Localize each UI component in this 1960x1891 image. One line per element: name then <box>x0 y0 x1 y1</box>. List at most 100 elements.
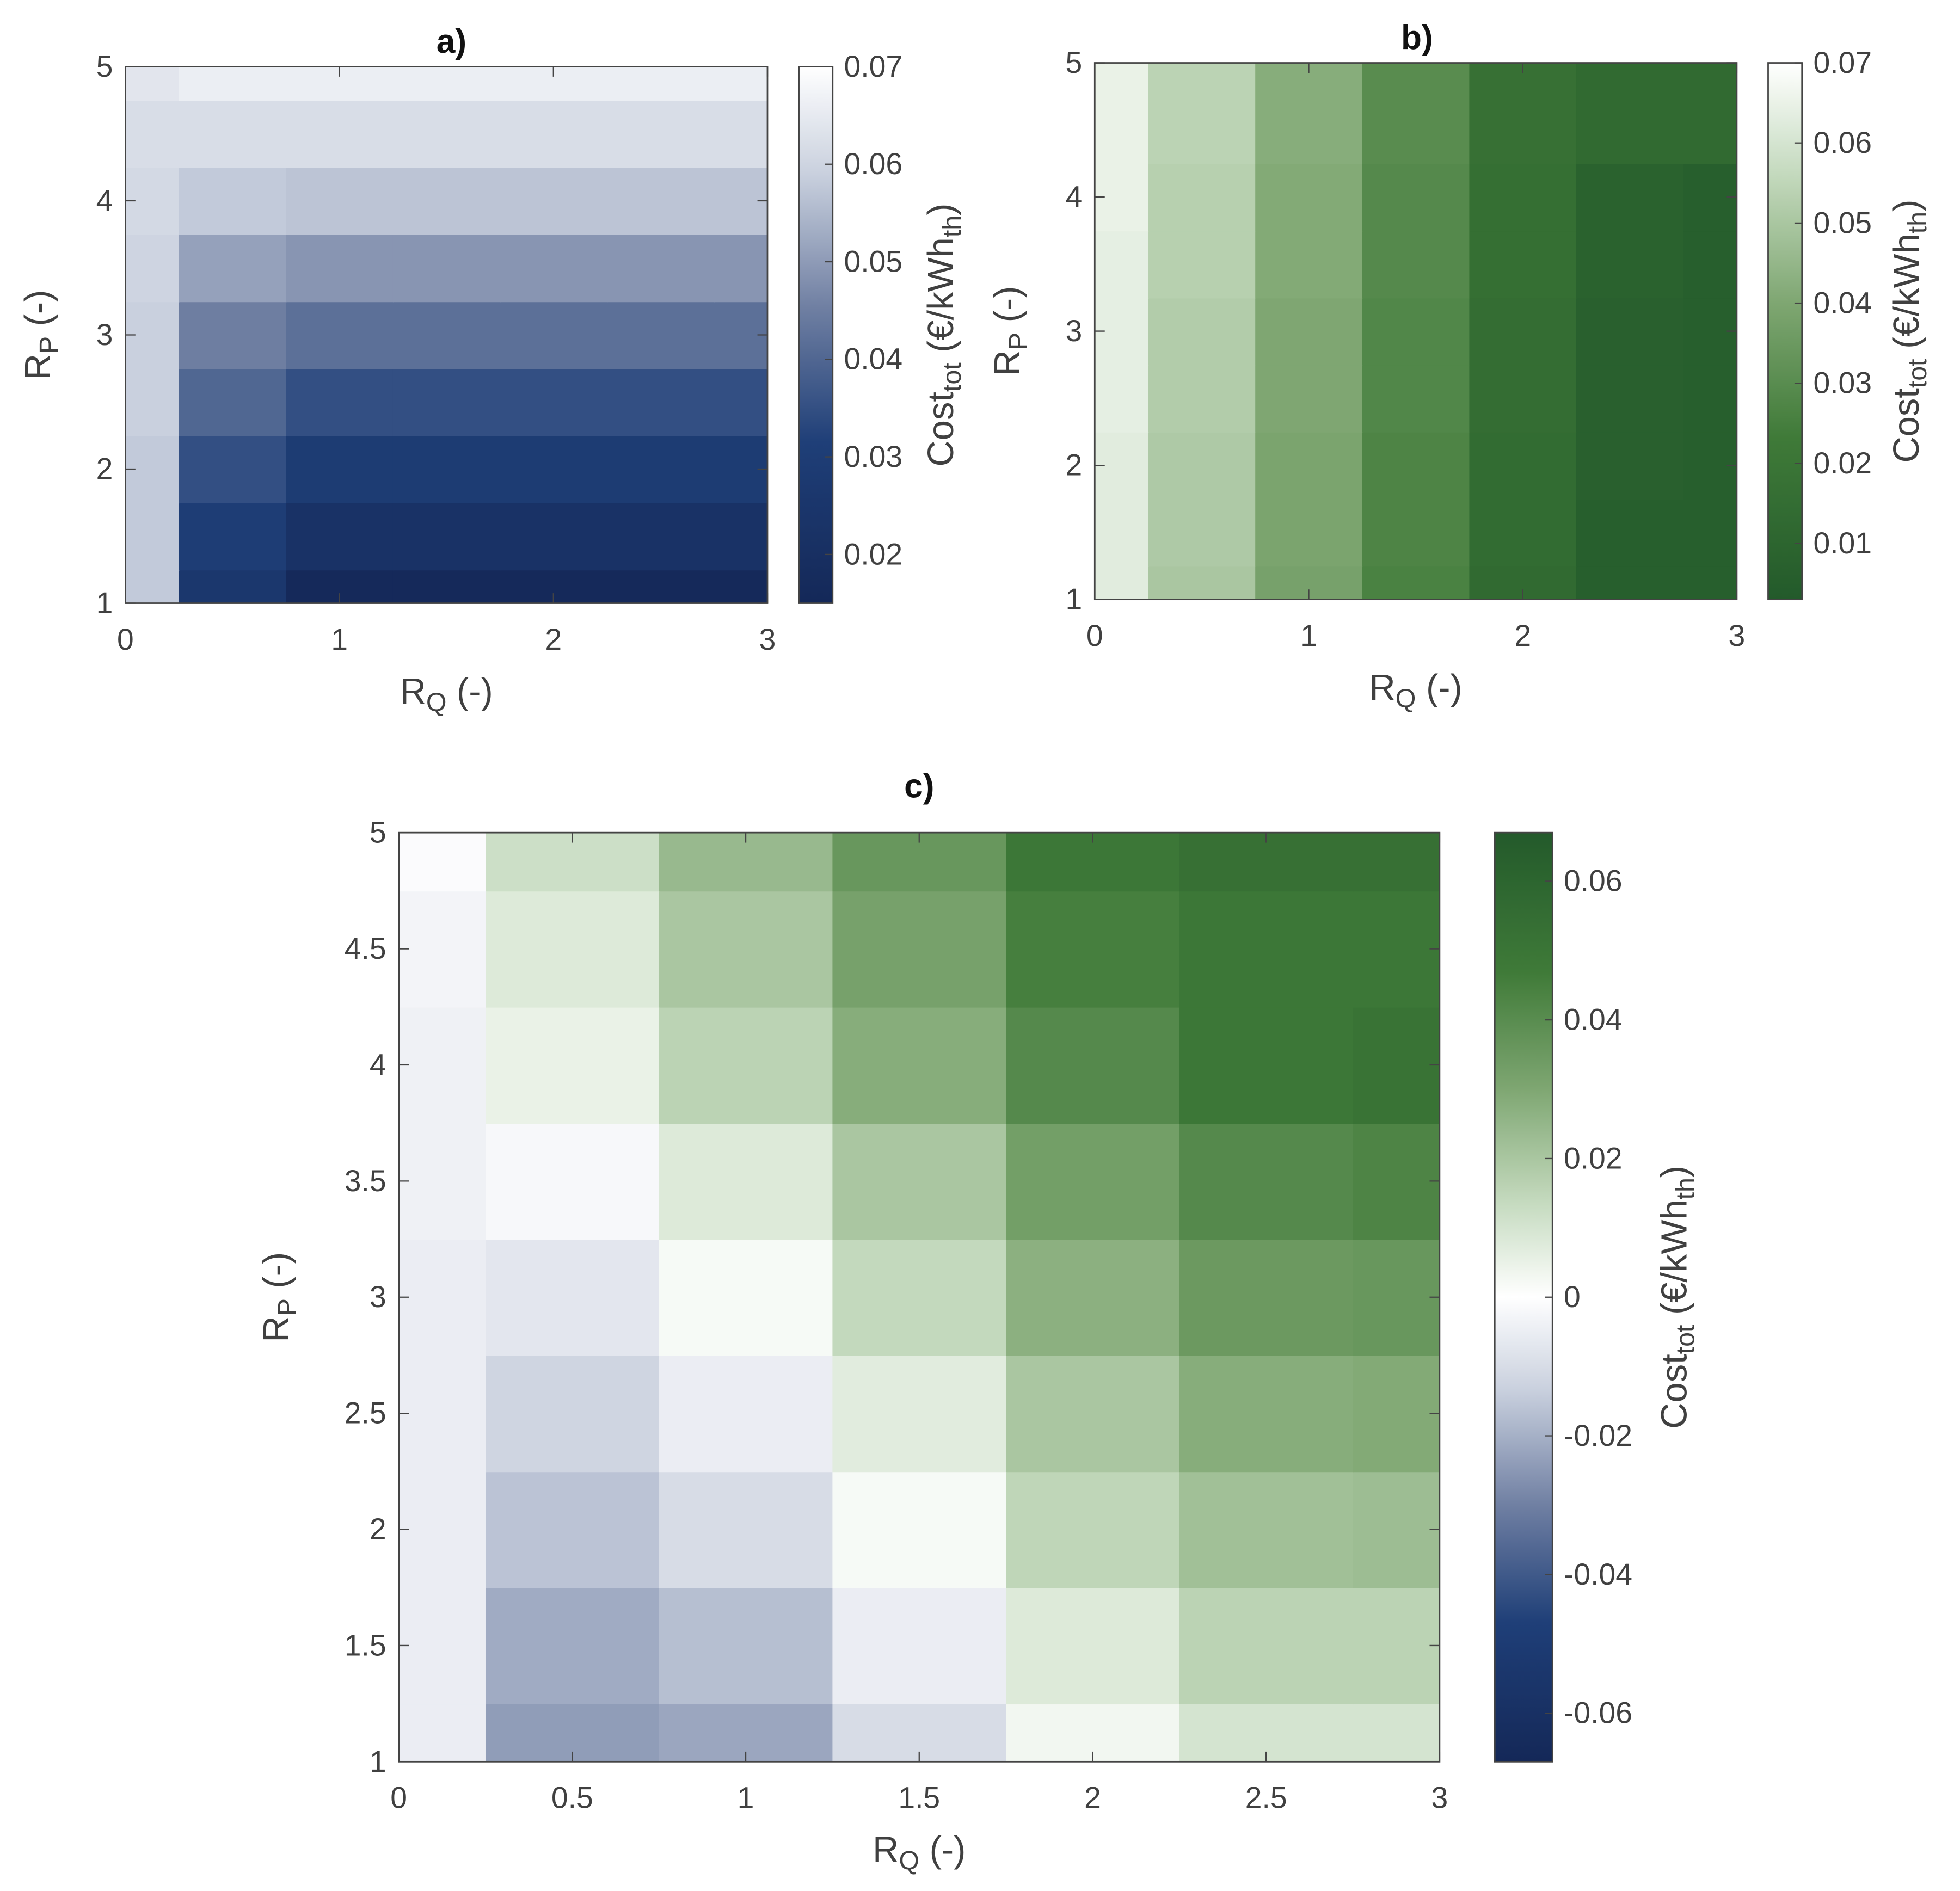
cell <box>1353 833 1440 892</box>
x-tick-label: 0 <box>117 623 134 656</box>
colorbar-tick-label: 0.06 <box>844 147 903 181</box>
colorbar-tick-label: 0.07 <box>844 50 903 83</box>
colorbar-label-part: th <box>1671 1178 1700 1199</box>
cell <box>500 435 608 504</box>
cell <box>1148 565 1256 600</box>
cell <box>1576 297 1684 366</box>
colorbar-tick-label: 0.02 <box>1564 1141 1623 1175</box>
cell <box>659 1123 833 1240</box>
cell <box>1179 1587 1354 1705</box>
cell <box>179 234 287 303</box>
cell <box>714 502 767 571</box>
cell <box>1576 365 1684 433</box>
cell <box>485 1007 660 1124</box>
colorbar <box>1494 831 1553 1763</box>
cell <box>659 1471 833 1588</box>
cell <box>1683 230 1737 299</box>
cell <box>1576 230 1684 299</box>
colorbar-tick-label: 0 <box>1564 1280 1581 1314</box>
cell <box>179 167 287 235</box>
colorbar-tick-label: 0.02 <box>1813 446 1872 480</box>
colorbar-tick-label: 0.06 <box>1564 864 1623 898</box>
cell <box>607 435 715 504</box>
x-tick-label: 0.5 <box>551 1781 593 1815</box>
colorbar-label-part: tot <box>1671 1325 1700 1354</box>
cell <box>714 569 767 603</box>
cell <box>607 234 715 303</box>
cell <box>125 368 180 436</box>
cell <box>832 1239 1007 1356</box>
cell <box>398 1239 487 1356</box>
cell <box>714 368 767 436</box>
cell <box>500 368 608 436</box>
y-axis-label-part: P <box>1004 332 1033 350</box>
y-tick-label: 3 <box>1066 314 1083 348</box>
x-tick-label: 1 <box>738 1781 754 1815</box>
x-axis-label: RQ (-) <box>400 672 493 717</box>
cell <box>1469 432 1577 500</box>
cell <box>832 1587 1007 1705</box>
cell <box>1362 163 1470 232</box>
colorbar <box>798 66 834 604</box>
colorbar-tick-label: 0.05 <box>1813 206 1872 239</box>
cell <box>607 368 715 436</box>
cell <box>659 1007 833 1124</box>
cell <box>607 167 715 235</box>
cell <box>1179 1007 1354 1124</box>
y-tick-label: 4 <box>1066 180 1083 214</box>
cell <box>1148 96 1256 164</box>
colorbar <box>1767 62 1803 601</box>
cell <box>607 301 715 369</box>
cell <box>1469 163 1577 232</box>
cell <box>1353 1355 1440 1473</box>
cell <box>1353 1587 1440 1705</box>
cell <box>1006 1007 1181 1124</box>
x-axis-label-part: Q <box>1396 684 1416 713</box>
y-axis-label-part: (-) <box>256 1252 297 1298</box>
cell <box>1095 96 1149 164</box>
x-tick-label: 2 <box>1084 1781 1101 1815</box>
cell <box>179 66 287 101</box>
panel-title: a) <box>437 23 466 60</box>
cell <box>485 1355 660 1473</box>
cell <box>1006 1123 1181 1240</box>
cell <box>286 368 394 436</box>
cell <box>1683 63 1737 97</box>
cell <box>1362 96 1470 164</box>
cell <box>1179 1239 1354 1356</box>
x-tick-label: 2 <box>1514 619 1531 652</box>
cell <box>1362 432 1470 500</box>
cell <box>398 1471 487 1588</box>
cell <box>1353 1471 1440 1588</box>
cell <box>832 1007 1007 1124</box>
cell <box>1006 890 1181 1008</box>
colorbar-tick-label: 0.02 <box>844 537 903 571</box>
colorbar-label-part: (€/kWh <box>1655 1199 1695 1325</box>
y-tick-label: 4.5 <box>345 932 386 965</box>
x-axis-label: RQ (-) <box>1369 668 1463 713</box>
cell <box>607 502 715 571</box>
y-axis-label-part: R <box>256 1316 297 1342</box>
cell <box>1179 1123 1354 1240</box>
cell <box>659 1355 833 1473</box>
y-tick-label: 1 <box>1066 582 1083 616</box>
cell <box>1148 63 1256 97</box>
cells <box>1095 63 1737 600</box>
x-axis-label-part: (-) <box>1416 668 1462 708</box>
cell <box>125 234 180 303</box>
cell <box>500 301 608 369</box>
cell <box>500 167 608 235</box>
cell <box>1148 432 1256 500</box>
cell <box>500 234 608 303</box>
cell <box>1148 230 1256 299</box>
cell <box>179 100 287 168</box>
panel-title: c) <box>904 768 934 805</box>
colorbar-label-part: th <box>1903 212 1932 233</box>
cell <box>179 569 287 603</box>
colorbar-tick-label: 0.06 <box>1813 126 1872 159</box>
cell <box>1148 163 1256 232</box>
y-axis-label: RP (-) <box>18 290 64 380</box>
cell <box>607 100 715 168</box>
cell <box>1148 297 1256 366</box>
